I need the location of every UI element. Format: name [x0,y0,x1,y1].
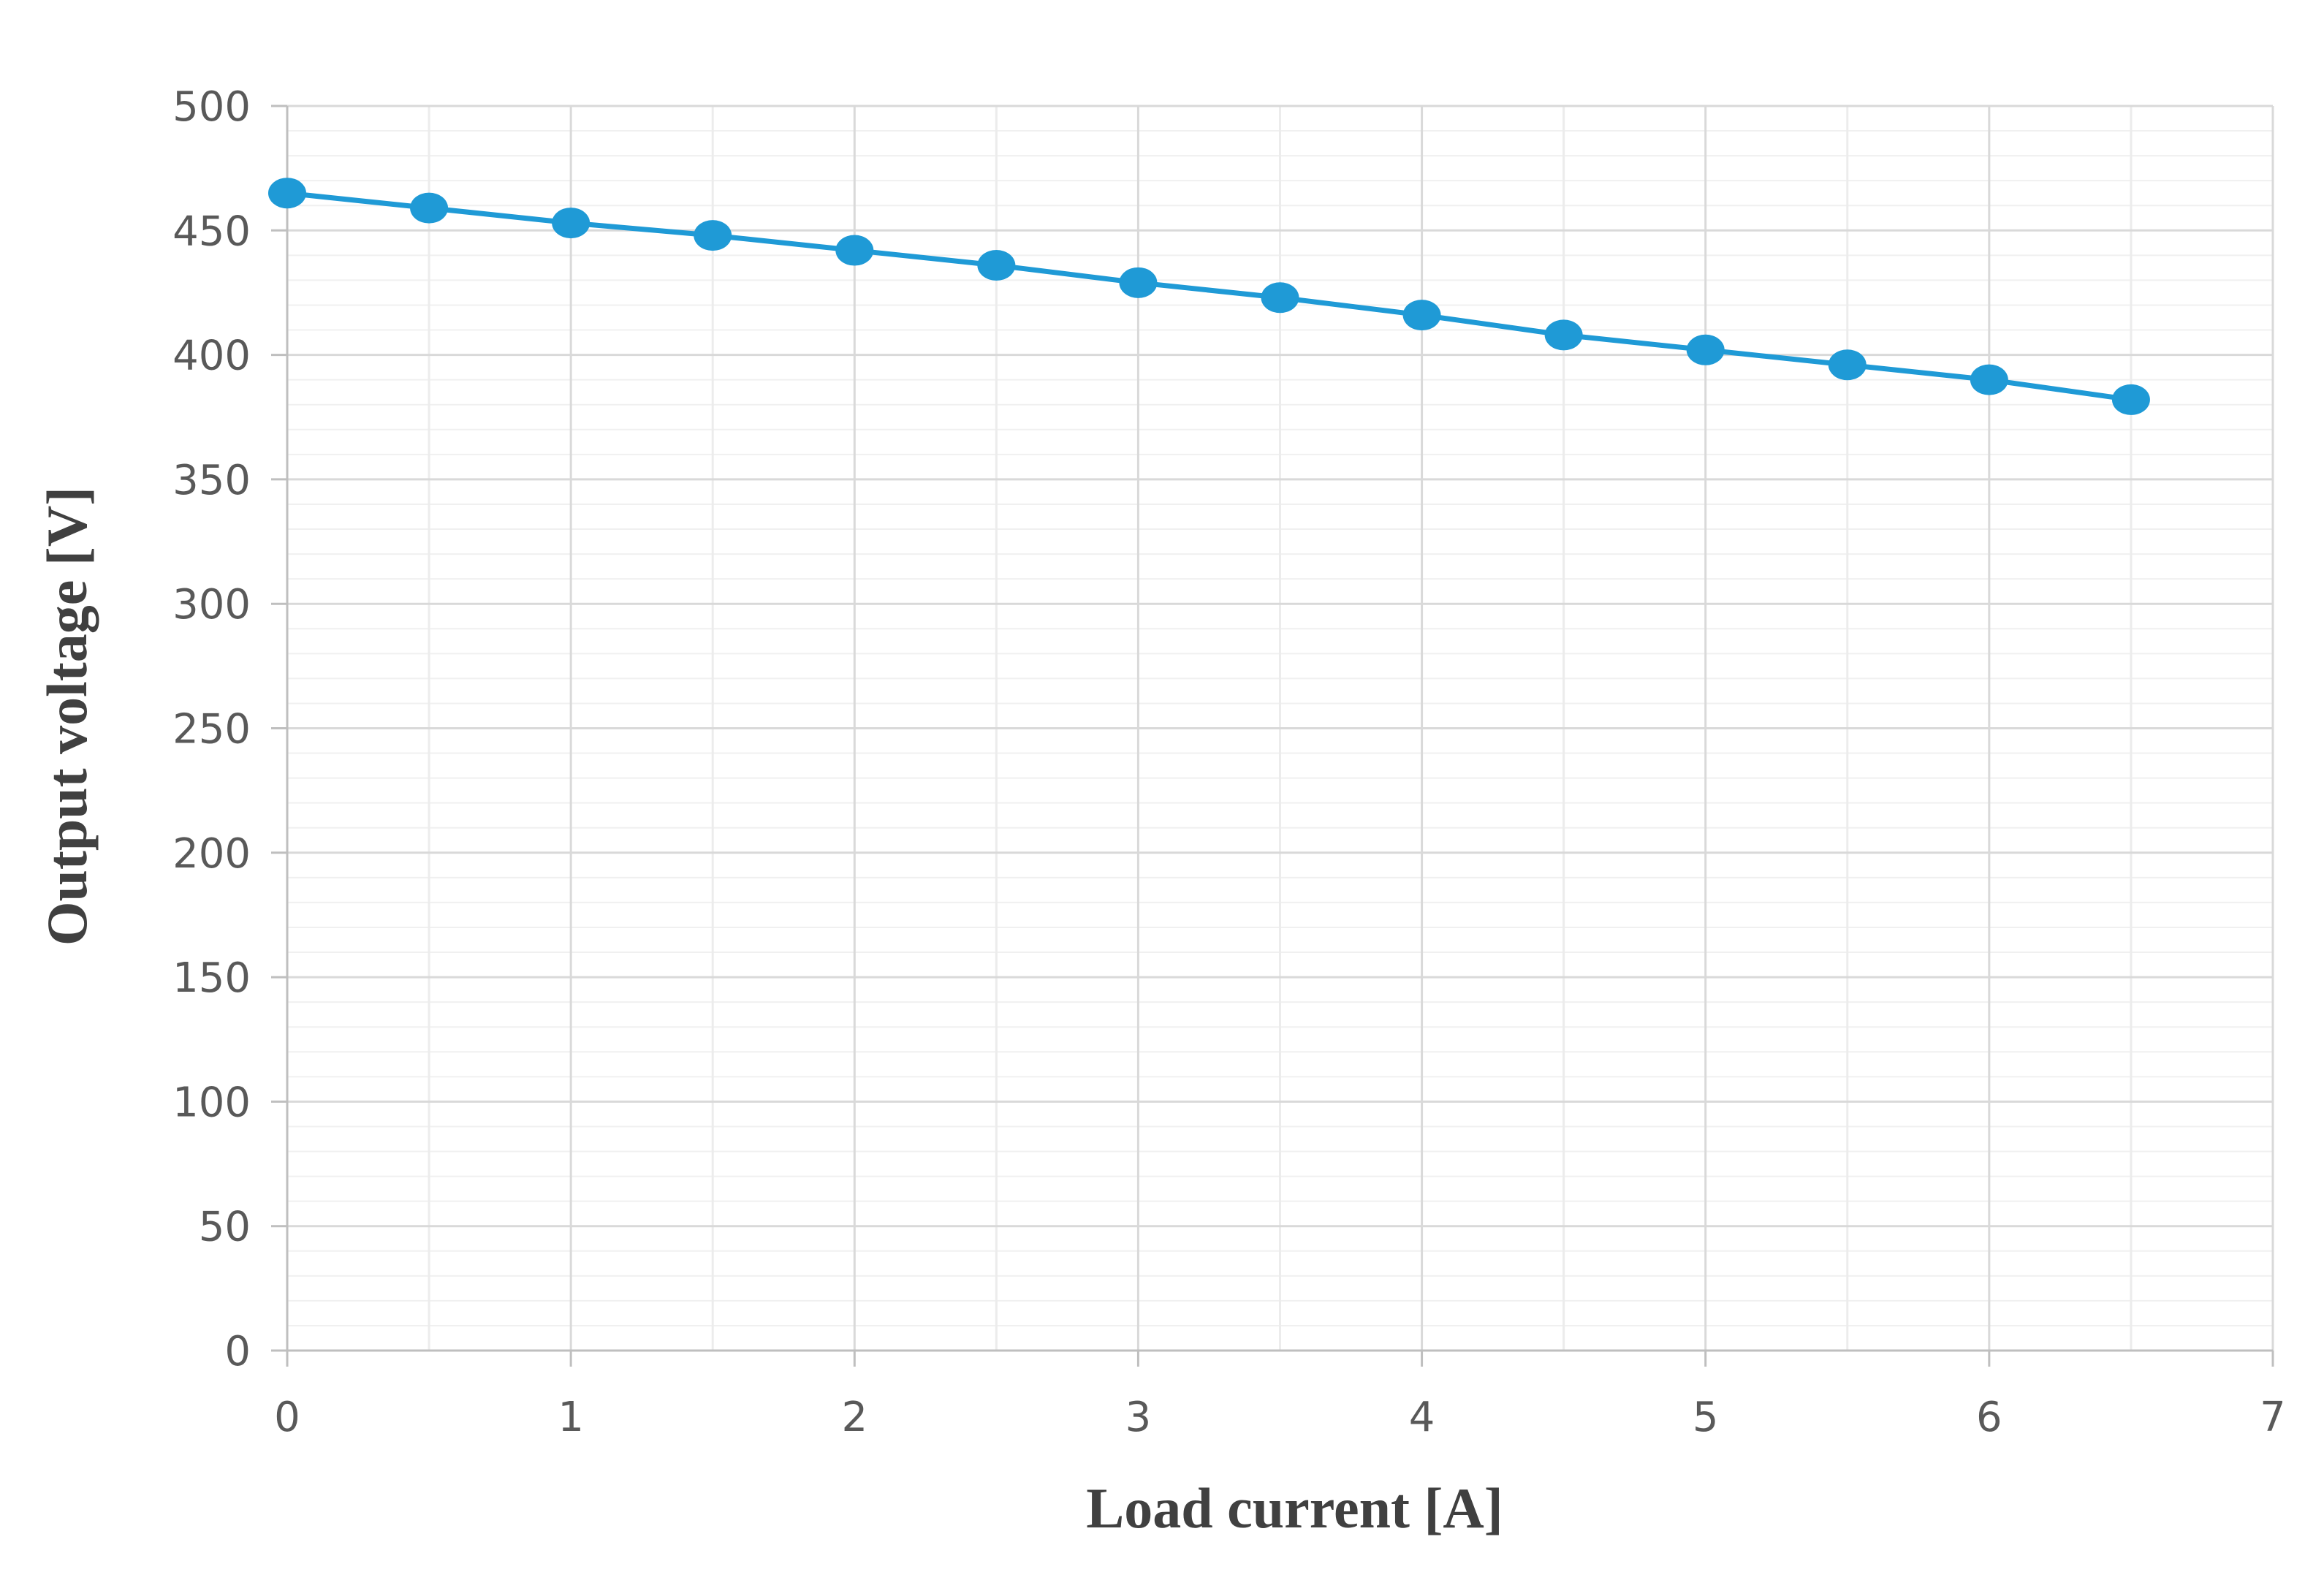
data-point [1544,319,1583,351]
y-tick-label: 200 [172,830,251,878]
x-tick-label: 1 [558,1394,584,1441]
x-tick-label: 7 [2260,1394,2286,1441]
y-axis-title: Output voltage [V] [35,487,99,946]
x-tick-label: 4 [1409,1394,1435,1441]
x-tick-label: 2 [841,1394,867,1441]
data-point [1970,364,2008,395]
y-tick-label: 300 [172,581,251,629]
y-tick-label: 150 [172,954,251,1002]
y-tick-label: 250 [172,706,251,753]
series-group [268,178,2150,415]
data-point [694,220,732,251]
data-point [410,192,449,224]
x-tick-label: 3 [1125,1394,1152,1441]
y-tick-label: 100 [172,1079,251,1126]
y-tick-label: 500 [172,83,251,131]
data-point [268,178,306,209]
data-point [1119,267,1158,298]
axes [271,105,2274,1367]
data-point [977,249,1016,281]
y-tick-labels: 0 50 100 150 200 250 300 350 400 450 500 [172,83,251,1375]
y-tick-label: 450 [172,208,251,255]
data-point [835,235,874,266]
data-point [1261,282,1299,314]
x-axis-title: Load current [A] [1086,1476,1503,1540]
data-point [2111,384,2150,415]
series-line [286,190,2132,403]
data-point [552,208,591,239]
x-tick-label: 6 [1976,1394,2002,1441]
data-point [1402,300,1441,331]
data-point [1686,334,1725,365]
y-tick-label: 400 [172,333,251,380]
data-point [1828,349,1867,381]
x-tick-labels: 0 1 2 3 4 5 6 7 [274,1394,2286,1441]
minor-gridlines [287,106,2273,1351]
x-tick-label: 0 [274,1394,300,1441]
y-tick-label: 0 [224,1328,251,1375]
y-tick-label: 350 [172,457,251,504]
y-tick-label: 50 [199,1204,251,1251]
x-tick-label: 5 [1693,1394,1719,1441]
